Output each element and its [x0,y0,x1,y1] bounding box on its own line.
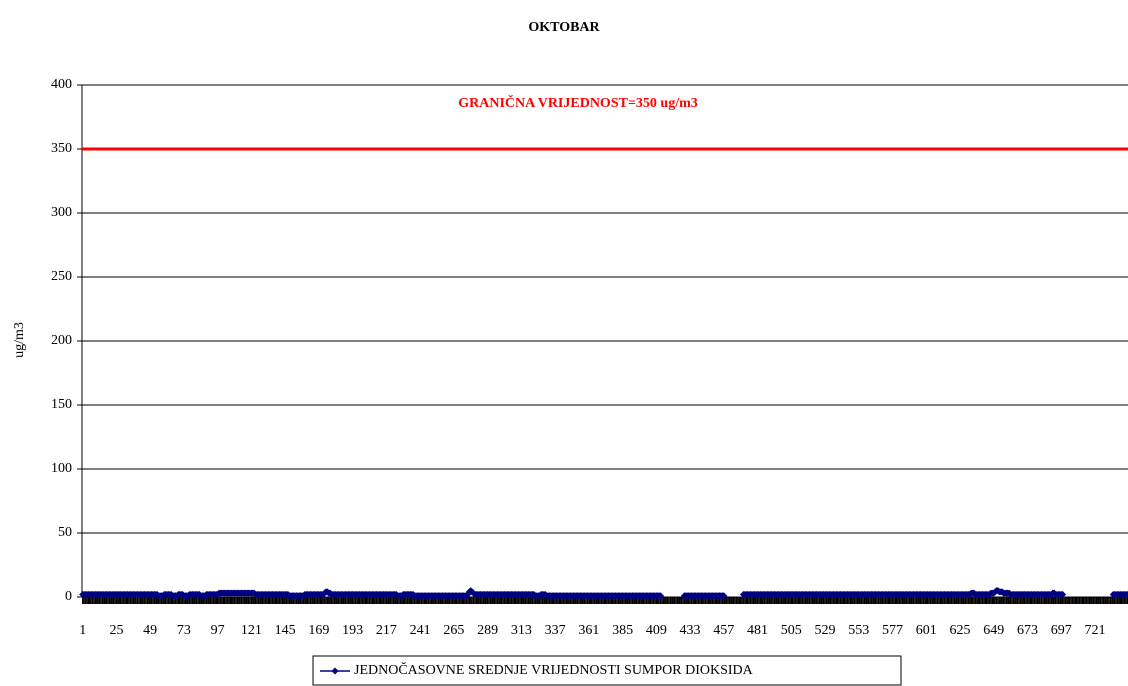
y-tick-label: 200 [51,333,72,348]
legend-marker [331,667,339,675]
x-tick-label: 601 [916,623,937,638]
point-marker [1123,590,1128,598]
legend-box [312,655,902,686]
x-tick-label: 313 [511,623,532,638]
point-marker [1059,590,1067,598]
x-tick-label: 529 [815,623,836,638]
x-tick-label: 649 [983,623,1004,638]
annotation: GRANIČNA VRIJEDNOST=350 ug/m3 [458,94,698,111]
x-tick-label: 433 [680,623,701,638]
y-tick-label: 300 [51,205,72,220]
x-tick-label: 385 [612,623,633,638]
y-tick-label: 250 [51,269,72,284]
x-tick-label: 553 [848,623,869,638]
x-tick-label: 337 [545,623,566,638]
y-axis-label: ug/m3 [12,322,27,358]
x-tick-label: 505 [781,623,802,638]
x-tick-label: 49 [143,623,157,638]
y-tick-label: 350 [51,141,72,156]
x-tick-label: 289 [477,623,498,638]
x-tick-label: 673 [1017,623,1038,638]
legend-label: JEDNOČASOVNE SREDNJE VRIJEDNOSTI SUMPOR … [354,661,754,678]
y-tick-label: 100 [51,461,72,476]
x-tick-label: 625 [949,623,970,638]
x-tick-label: 577 [882,623,903,638]
x-tick-label: 241 [410,623,431,638]
x-tick-label: 97 [211,623,225,638]
x-tick-label: 721 [1084,623,1105,638]
y-tick-label: 400 [51,77,72,92]
point-marker [720,592,728,600]
x-tick-label: 25 [109,623,123,638]
point-marker [657,592,665,600]
x-tick-label: 457 [713,623,734,638]
x-tick-label: 481 [747,623,768,638]
x-tick-label: 73 [177,623,191,638]
x-tick-label: 409 [646,623,667,638]
x-tick-label: 145 [275,623,296,638]
x-tick-label: 217 [376,623,397,638]
y-tick-label: 0 [65,589,72,604]
x-tick-label: 169 [308,623,329,638]
y-tick-label: 150 [51,397,72,412]
x-tick-label: 193 [342,623,363,638]
x-tick-label: 265 [443,623,464,638]
x-tick-label: 697 [1051,623,1072,638]
x-tick-label: 361 [578,623,599,638]
y-tick-label: 50 [58,525,72,540]
x-tick-label: 1 [79,623,86,638]
x-tick-label: 121 [241,623,262,638]
chart-title: OKTOBAR [528,20,600,35]
